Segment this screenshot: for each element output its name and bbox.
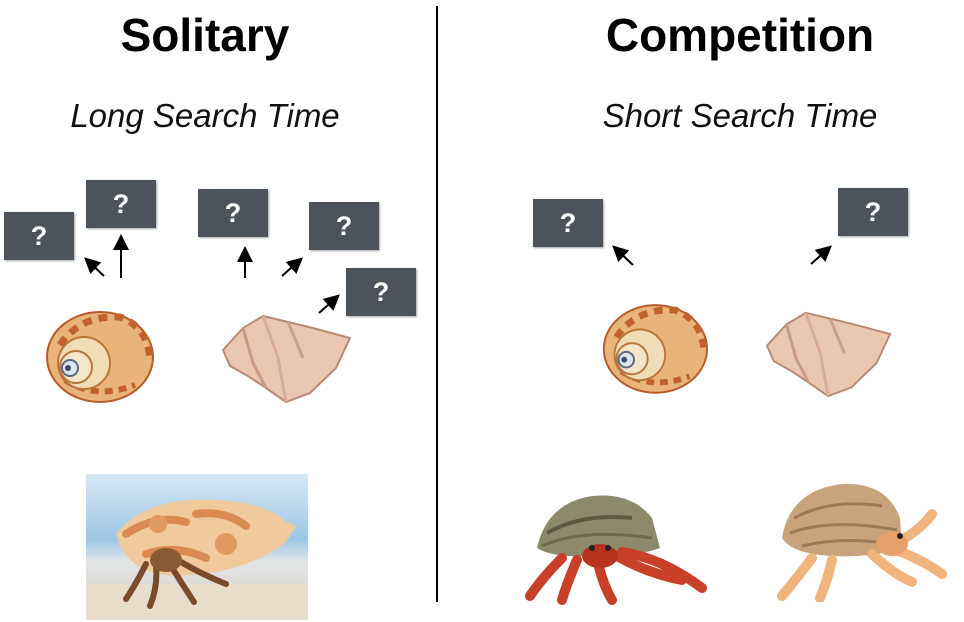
- question-box: ?: [838, 188, 908, 236]
- question-box: ?: [86, 180, 156, 228]
- hermit-crab-beach-photo: [86, 474, 308, 620]
- right-panel-subtitle: Short Search Time: [602, 97, 878, 134]
- question-box: ?: [346, 268, 416, 316]
- arrow: [281, 257, 303, 277]
- arrow: [810, 245, 832, 265]
- question-box: ?: [309, 202, 379, 250]
- left-panel-subtitle: Long Search Time: [70, 97, 340, 134]
- red-hermit-crab-image: [525, 495, 707, 605]
- left-panel-title: Solitary: [120, 9, 290, 61]
- spiral-shell-image: [602, 304, 709, 394]
- conch-shell-image: [765, 311, 892, 398]
- question-box: ?: [533, 199, 603, 247]
- panel-divider: [436, 6, 438, 602]
- question-box: ?: [198, 189, 268, 237]
- conch-shell-image: [221, 314, 352, 404]
- arrow: [318, 294, 340, 314]
- arrow: [612, 245, 634, 266]
- right-panel-title: Competition: [605, 9, 875, 61]
- spiral-shell-image: [46, 311, 154, 403]
- arrow: [84, 257, 105, 277]
- question-box: ?: [4, 212, 74, 260]
- pale-hermit-crab-image: [777, 483, 947, 602]
